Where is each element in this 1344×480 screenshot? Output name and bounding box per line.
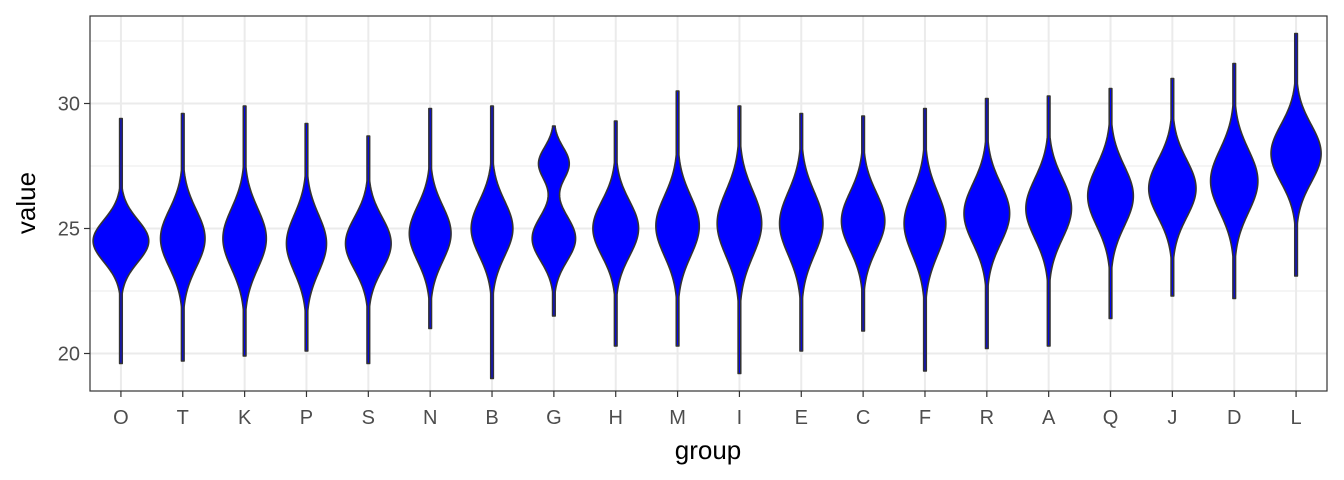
violin-layer [92, 32, 1322, 380]
x-tick-label: I [737, 407, 743, 429]
x-tick-label: P [300, 407, 313, 429]
x-tick-label: N [423, 407, 437, 429]
violin-L [1270, 32, 1322, 277]
x-tick-label: S [362, 407, 375, 429]
y-tick-label: 25 [58, 219, 80, 241]
x-tick-label: M [669, 407, 686, 429]
violin-I [716, 105, 763, 375]
violin-J [1147, 77, 1197, 297]
y-axis-title: value [11, 172, 41, 234]
violin-D [1209, 62, 1259, 300]
x-tick-label: H [608, 407, 622, 429]
violin-K [222, 105, 268, 357]
violin-F [903, 107, 947, 372]
x-tick-label: R [980, 407, 994, 429]
violin-B [470, 105, 514, 380]
x-tick-label: C [856, 407, 870, 429]
x-tick-label: L [1291, 407, 1302, 429]
violin-M [655, 90, 701, 347]
violin-H [592, 120, 640, 347]
x-tick-label: O [113, 407, 129, 429]
x-tick-label: D [1227, 407, 1241, 429]
y-axis: 20 25 30 [58, 94, 90, 366]
x-tick-label: J [1167, 407, 1177, 429]
violin-S [344, 135, 392, 365]
y-tick-label: 20 [58, 344, 80, 366]
x-tick-label: B [485, 407, 498, 429]
violin-T [159, 112, 206, 362]
violin-C [840, 115, 886, 332]
x-axis-title: group [675, 435, 742, 465]
violin-G [531, 125, 577, 317]
violin-A [1025, 95, 1073, 347]
plot-border [89, 15, 1328, 392]
y-tick-label: 30 [58, 94, 80, 116]
violin-O [92, 117, 150, 365]
x-tick-label: T [177, 407, 189, 429]
x-tick-label: F [919, 407, 931, 429]
violin-P [285, 122, 328, 352]
violin-Q [1086, 87, 1135, 320]
x-tick-label: K [238, 407, 252, 429]
violin-R [963, 97, 1011, 350]
x-tick-label: G [546, 407, 562, 429]
x-tick-label: Q [1103, 407, 1119, 429]
violin-E [778, 112, 824, 352]
x-tick-label: A [1042, 407, 1056, 429]
x-tick-label: E [795, 407, 808, 429]
plot-background [90, 16, 1327, 391]
violin-N [408, 107, 452, 330]
